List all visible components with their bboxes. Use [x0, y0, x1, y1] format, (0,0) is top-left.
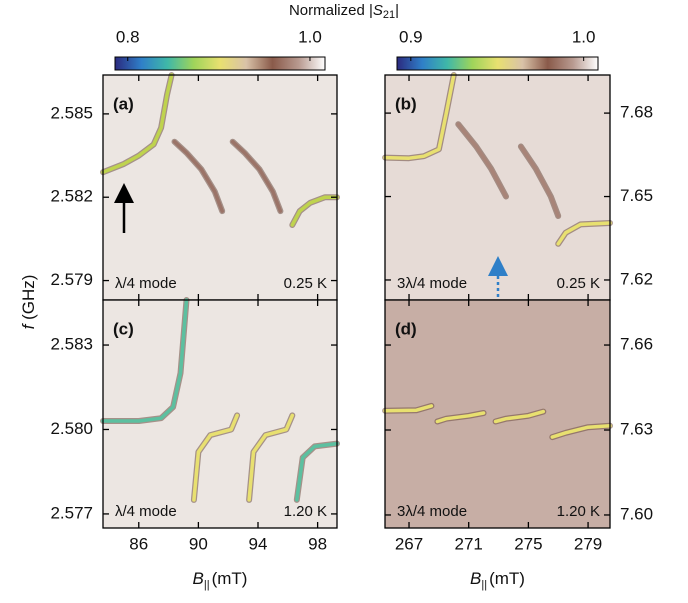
y-tick-label: 2.583 [50, 335, 93, 354]
colorbar-tick-label: 0.8 [116, 27, 140, 46]
y-tick-label: 2.585 [50, 103, 93, 122]
colorbar-tick-label: 1.0 [298, 27, 322, 46]
temperature-label: 0.25 K [284, 275, 327, 292]
y-tick-label: 7.68 [620, 103, 653, 122]
x-label-unit: (mT) [212, 569, 248, 588]
x-label-unit: (mT) [489, 569, 525, 588]
colorbar-tick-label: 0.9 [399, 27, 423, 46]
temperature-label: 0.25 K [557, 275, 600, 292]
x-label-sub: || [204, 579, 210, 591]
x-axis-label: B|| (mT) [470, 569, 525, 590]
trace [550, 424, 612, 439]
y-tick-label: 7.63 [620, 419, 653, 438]
y-tick-label: 7.60 [620, 504, 653, 523]
x-tick-label: 279 [574, 534, 602, 553]
x-label-symbol: B [193, 569, 204, 588]
trace [519, 144, 560, 218]
colorbar-title: Normalized |S21| [289, 2, 399, 21]
trace [383, 404, 434, 413]
colorbar-title-text: Normalized | [289, 2, 373, 19]
trace [101, 73, 174, 174]
panel-background [385, 300, 610, 528]
mode-label: λ/4 mode [115, 275, 177, 292]
panel-label: (a) [113, 94, 134, 113]
panel-label: (d) [395, 319, 417, 338]
x-tick-label: 98 [308, 534, 327, 553]
trace [556, 221, 612, 246]
panel-label: (b) [395, 94, 417, 113]
x-label-sub: || [481, 579, 487, 591]
temperature-label: 1.20 K [557, 503, 600, 520]
panel-frame [102, 299, 338, 529]
x-tick-label: 86 [129, 534, 148, 553]
trace [383, 73, 456, 160]
x-tick-label: 90 [189, 534, 208, 553]
y-tick-label: 2.580 [50, 419, 93, 438]
y-tick-label: 7.66 [620, 335, 653, 354]
temperature-label: 1.20 K [284, 503, 327, 520]
y-tick-label: 2.582 [50, 187, 93, 206]
mode-label: λ/4 mode [115, 503, 177, 520]
y-tick-label: 7.62 [620, 269, 653, 288]
colorbar [396, 56, 599, 71]
trace [290, 195, 339, 227]
y-label-unit: (GHz) [19, 275, 38, 320]
y-tick-label: 2.577 [50, 503, 93, 522]
x-tick-label: 94 [249, 534, 268, 553]
panel-background [103, 300, 337, 528]
mode-label: 3λ/4 mode [397, 275, 467, 292]
trace [435, 411, 486, 424]
panels: 2.585 2.582 2.579 (a) λ/4 mode 0.25 K 0.8 1.0 7.… [50, 27, 653, 590]
colorbar-title-end: | [395, 2, 399, 19]
colorbar [114, 56, 326, 71]
mode-label: 3λ/4 mode [397, 503, 467, 520]
y-tick-label: 7.65 [620, 186, 653, 205]
trace [295, 441, 339, 502]
trace [493, 409, 546, 424]
x-tick-label: 267 [395, 534, 423, 553]
x-label-symbol: B [470, 569, 481, 588]
trace [192, 413, 239, 502]
y-label-symbol: f [19, 322, 38, 329]
trace [456, 122, 508, 199]
x-tick-label: 271 [455, 534, 483, 553]
panel-frame [384, 299, 611, 529]
y-tick-label: 2.579 [50, 270, 93, 289]
colorbar-title-symbol: S [373, 2, 383, 19]
trace [172, 139, 224, 213]
trace [230, 139, 283, 213]
panel-label: (c) [113, 319, 134, 338]
trace [247, 413, 295, 502]
x-tick-label: 275 [514, 534, 542, 553]
trace [101, 298, 189, 423]
y-axis-label: f (GHz) [19, 275, 38, 330]
colorbar-title-sub: 21 [383, 9, 395, 21]
colorbar-tick-label: 1.0 [572, 27, 596, 46]
x-axis-label: B|| (mT) [193, 569, 248, 590]
panel-background [103, 75, 337, 300]
